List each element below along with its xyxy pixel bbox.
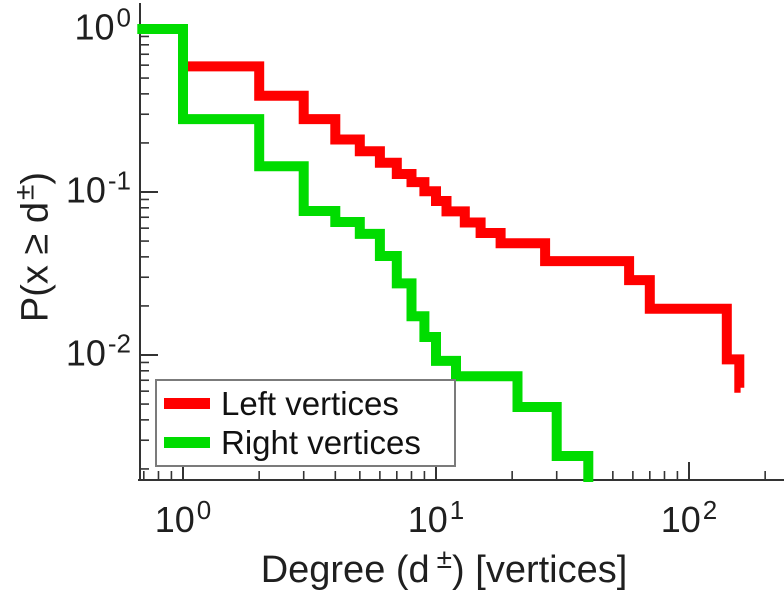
y-tick-label: 100 — [74, 2, 131, 48]
legend-swatch-red-line — [164, 398, 210, 409]
legend: Left vertices Right vertices — [155, 379, 456, 467]
x-tick-label: 102 — [660, 495, 718, 540]
legend-item-left-vertices: Left vertices — [157, 385, 454, 423]
y-axis-label-text-suffix: ) — [14, 171, 57, 185]
right-vertices-curve — [137, 24, 594, 482]
y-axis-label: P(x ≥ d±) — [9, 171, 58, 323]
x-axis-label-superscript: ± — [436, 543, 453, 574]
legend-label-right-vertices: Right vertices — [221, 423, 421, 461]
x-axis-label-text: Degree (d — [260, 549, 430, 591]
y-tick-label: 10-2 — [65, 328, 131, 374]
y-axis-label-text: P(x ≥ d — [14, 201, 57, 323]
legend-swatch-green-line — [164, 437, 210, 448]
legend-item-right-vertices: Right vertices — [157, 424, 454, 462]
x-axis-label: Degree (d ±) [vertices] — [260, 543, 628, 592]
y-tick-label: 10-1 — [65, 165, 131, 211]
x-tick-label: 101 — [407, 495, 465, 540]
legend-label-left-vertices: Left vertices — [221, 384, 399, 422]
x-axis-label-text-suffix: ) [vertices] — [452, 549, 628, 591]
y-axis-label-superscript: ± — [8, 184, 40, 200]
x-tick-label: 100 — [154, 495, 212, 540]
left-vertices-curve — [178, 29, 745, 393]
